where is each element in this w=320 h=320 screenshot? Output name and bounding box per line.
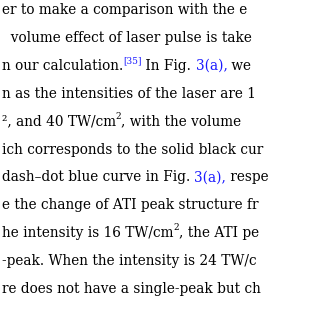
Text: n as the intensities of the laser are 1: n as the intensities of the laser are 1 xyxy=(2,87,255,101)
Text: n our calculation.: n our calculation. xyxy=(2,59,123,73)
Text: ich corresponds to the solid black cur: ich corresponds to the solid black cur xyxy=(2,143,263,156)
Text: [35]: [35] xyxy=(123,56,141,65)
Text: he intensity is 16 TW/cm: he intensity is 16 TW/cm xyxy=(2,226,173,240)
Text: e the change of ATI peak structure fr: e the change of ATI peak structure fr xyxy=(2,198,258,212)
Text: er to make a comparison with the e: er to make a comparison with the e xyxy=(2,4,247,17)
Text: volume effect of laser pulse is take: volume effect of laser pulse is take xyxy=(2,31,252,45)
Text: dash–dot blue curve in Fig.: dash–dot blue curve in Fig. xyxy=(2,171,194,184)
Text: , the ATI pe: , the ATI pe xyxy=(179,226,259,240)
Text: 2: 2 xyxy=(173,223,179,232)
Text: 2: 2 xyxy=(116,112,121,121)
Text: 3(a),: 3(a), xyxy=(196,59,228,73)
Text: , with the volume: , with the volume xyxy=(121,115,242,129)
Text: respe: respe xyxy=(226,171,269,184)
Text: In Fig.: In Fig. xyxy=(141,59,196,73)
Text: ², and 40 TW/cm: ², and 40 TW/cm xyxy=(2,115,116,129)
Text: 3(a),: 3(a), xyxy=(194,171,226,184)
Text: re does not have a single-peak but ch: re does not have a single-peak but ch xyxy=(2,282,260,296)
Text: we: we xyxy=(228,59,252,73)
Text: -peak. When the intensity is 24 TW/c: -peak. When the intensity is 24 TW/c xyxy=(2,254,256,268)
